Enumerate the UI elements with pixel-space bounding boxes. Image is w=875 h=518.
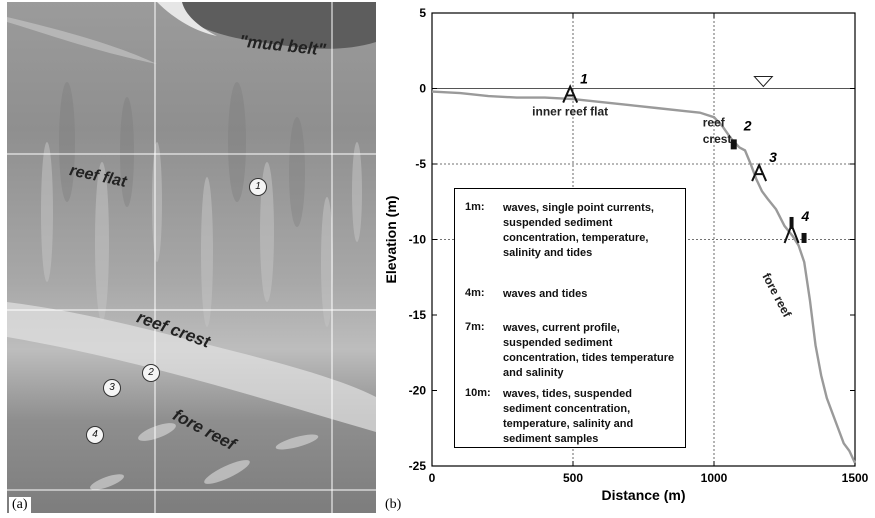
instrument-1-icon	[562, 84, 579, 103]
y-tick-label--15: -15	[409, 308, 427, 322]
x-tick-label-500: 500	[563, 471, 583, 485]
legend-text: waves and tides	[503, 288, 588, 300]
site-marker-2: 2	[142, 364, 160, 382]
x-axis-title: Distance (m)	[601, 487, 685, 503]
instrument-3: 3	[751, 149, 777, 182]
annotation-fore-reef: fore reef	[759, 271, 794, 321]
axes-layer: 0 500 1000 1500 5 0 -5 -10 -15 -20 -25 Distance (m)…	[383, 6, 869, 503]
x-tick-label-1500: 1500	[842, 471, 869, 485]
legend-text: waves, tides, suspended sediment concent…	[503, 388, 634, 445]
instrument-layer: 1 2 3 4	[562, 71, 810, 244]
instrument-4-mast-icon	[789, 216, 794, 229]
legend-key: 7m:	[465, 321, 485, 333]
y-tick-label-0: 0	[419, 82, 426, 96]
instrument-label-1: 1	[580, 71, 588, 87]
annotation-reef: reef	[703, 115, 726, 129]
instrument-label-4: 4	[801, 208, 810, 224]
panel-b-label: (b)	[385, 497, 402, 512]
y-tick-label--25: -25	[409, 459, 427, 473]
legend-key: 1m:	[465, 201, 485, 213]
annotation-crest: crest	[703, 132, 732, 146]
x-tick-label-1000: 1000	[701, 471, 728, 485]
y-tick-label-5: 5	[419, 6, 426, 20]
y-tick-label--10: -10	[409, 233, 427, 247]
legend-box: 1m: waves, single point currents, suspend…	[454, 188, 686, 448]
legend-text: waves, single point currents, suspended …	[503, 202, 654, 259]
photo-texture	[7, 2, 376, 513]
site-marker-3: 3	[103, 379, 121, 397]
instrument-4-pod-icon	[801, 232, 807, 243]
legend-key: 10m:	[465, 387, 491, 399]
instrument-label-3: 3	[769, 149, 777, 165]
series-layer	[431, 90, 857, 464]
instrument-label-2: 2	[743, 117, 752, 133]
site-marker-1: 1	[249, 178, 267, 196]
legend-text: waves, current profile, suspended sedime…	[503, 322, 675, 379]
profile-line-0	[431, 90, 857, 464]
aerial-photo: "mud belt" reef flat reef crest fore ree…	[7, 2, 376, 513]
x-tick-label-0: 0	[429, 471, 436, 485]
legend-key: 4m:	[465, 287, 485, 299]
instrument-1: 1	[562, 71, 588, 103]
instrument-3-icon	[751, 162, 768, 182]
elevation-chart: 0 500 1000 1500 5 0 -5 -10 -15 -20 -25 Distance (m)…	[383, 6, 869, 512]
panel-a-label: (a)	[9, 497, 31, 513]
y-tick-label--20: -20	[409, 384, 427, 398]
y-tick-label--5: -5	[415, 157, 426, 171]
water-level-icon	[753, 76, 774, 88]
instrument-4: 4	[783, 208, 810, 244]
instrument-2-icon	[730, 139, 737, 150]
annotation-inner-reef-flat: inner reef flat	[532, 105, 608, 119]
y-axis-title: Elevation (m)	[383, 196, 399, 284]
instrument-2: 2	[730, 117, 752, 150]
site-marker-4: 4	[86, 426, 104, 444]
